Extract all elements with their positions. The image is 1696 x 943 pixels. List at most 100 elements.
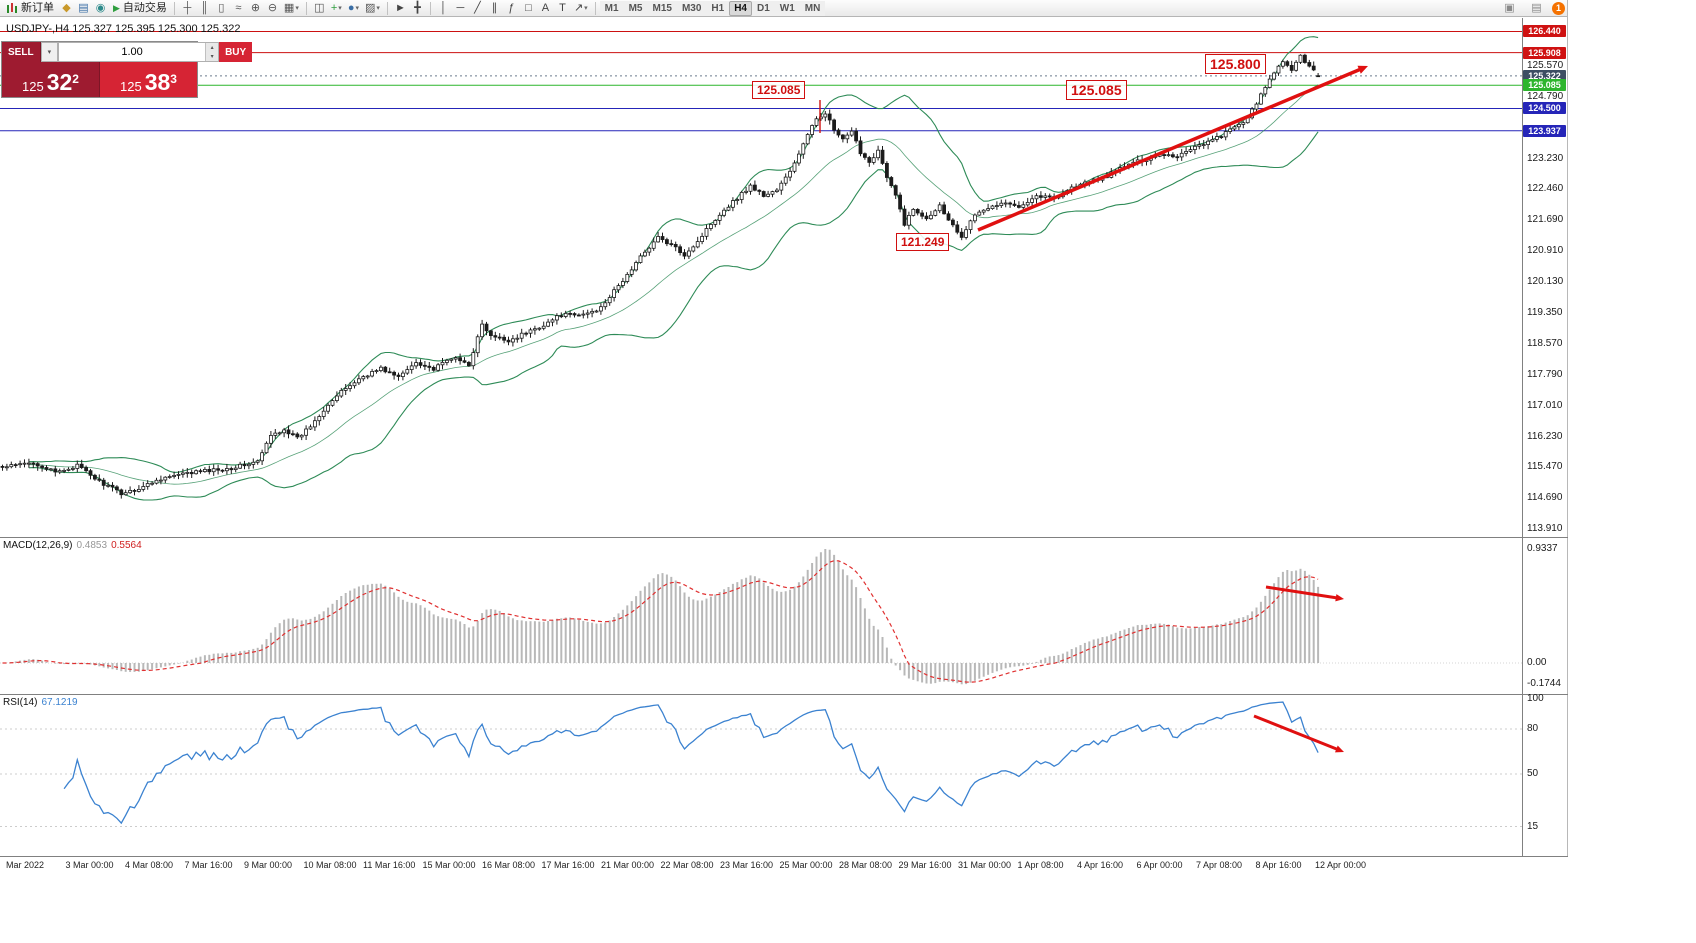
price-annotation[interactable]: 125.800 (1205, 54, 1266, 74)
volume-field-wrap: ▴ ▾ (58, 42, 220, 62)
price-axis-label: 113.910 (1527, 522, 1563, 534)
market-depth-icon[interactable]: ▤ (75, 1, 92, 16)
rsi-indicator-pane[interactable] (0, 694, 1522, 856)
chevron-down-icon: ▾ (338, 4, 342, 12)
chevron-down-icon: ▾ (295, 4, 299, 12)
timeframe-d1-button[interactable]: D1 (751, 0, 775, 16)
volume-stepper[interactable]: ▴ ▾ (205, 43, 219, 61)
timeframe-h1-button[interactable]: H1 (706, 0, 730, 16)
cursor-button[interactable]: ► (392, 1, 409, 16)
arrow-tools-button[interactable]: ↗ ▾ (571, 1, 591, 16)
time-axis-label: 23 Mar 16:00 (720, 860, 774, 870)
crosshair-glyph: ╋ (414, 1, 421, 14)
new-order-button[interactable]: 新订单 (3, 1, 57, 16)
time-axis-label: 29 Mar 16:00 (898, 860, 952, 870)
fibonacci-button[interactable]: ƒ (503, 1, 520, 16)
timeframe-h4-button[interactable]: H4 (729, 0, 752, 16)
step-down-icon[interactable]: ▾ (210, 53, 214, 60)
time-axis-label: 6 Apr 00:00 (1136, 860, 1183, 870)
horizontal-line-button[interactable]: ─ (452, 1, 469, 16)
chat-icon[interactable]: ▤ (1531, 1, 1542, 14)
timeframe-m1-button[interactable]: M1 (599, 0, 624, 16)
timeframe-w1-button[interactable]: W1 (774, 0, 800, 16)
autotrading-button[interactable]: ▶ 自动交易 (110, 1, 170, 16)
sell-price[interactable]: 125 32 2 (2, 62, 100, 97)
candles-chart-button[interactable]: ▯ (213, 1, 230, 16)
step-up-icon[interactable]: ▴ (210, 44, 214, 51)
periods-glyph: ● (347, 1, 355, 14)
text-label-button[interactable]: T (554, 1, 571, 16)
pane-separator[interactable] (0, 537, 1568, 538)
volume-input[interactable] (59, 43, 206, 61)
vertical-line-button[interactable]: │ (435, 1, 452, 16)
macd-axis-label: 0.00 (1527, 657, 1547, 668)
crosshair-data-button[interactable]: ┼ (179, 1, 196, 16)
indicators-button[interactable]: + ▾ (328, 1, 345, 16)
price-chart-pane[interactable] (0, 18, 1522, 537)
line-chart-button[interactable]: ≈ (230, 1, 247, 16)
price-axis-label: 117.790 (1527, 368, 1563, 380)
buy-price[interactable]: 125 38 3 (100, 62, 197, 97)
timeframe-m30-button[interactable]: M30 (676, 0, 707, 16)
timeframe-m5-button[interactable]: M5 (623, 0, 648, 16)
trendline-button[interactable]: ╱ (469, 1, 486, 16)
time-axis[interactable]: Mar 2022 3 Mar 00:00 4 Mar 08:00 7 Mar 16:0… (0, 856, 1568, 876)
alerts-icon[interactable]: ◉ (92, 1, 109, 16)
periods-button[interactable]: ● ▾ (345, 1, 362, 16)
zoom-out-button[interactable]: ⊖ (264, 1, 281, 16)
time-axis-label: 7 Mar 16:00 (184, 860, 233, 870)
bars-chart-button[interactable]: ║ (196, 1, 213, 16)
cursor-tools-group: ► ╋ (392, 1, 426, 16)
macd-name: MACD(12,26,9) (3, 540, 73, 551)
pane-separator[interactable] (0, 694, 1568, 695)
price-axis-label: 120.910 (1527, 244, 1564, 256)
price-annotation[interactable]: 125.085 (1066, 80, 1127, 100)
price-axis-border (1522, 18, 1523, 856)
new-order-label: 新订单 (21, 1, 54, 14)
crosshair-button[interactable]: ╋ (409, 1, 426, 16)
shapes-glyph: □ (525, 1, 532, 14)
community-icon[interactable]: ▣ (1504, 1, 1515, 14)
buy-button[interactable]: BUY (219, 42, 253, 62)
price-axis-tag: 124.500 (1523, 102, 1566, 115)
price-axis-label: 114.690 (1527, 491, 1563, 503)
notification-badge[interactable]: 1 (1552, 1, 1565, 15)
time-axis-label: 28 Mar 08:00 (839, 860, 893, 870)
indicators-glyph: + (330, 1, 338, 14)
chevron-down-icon: ▾ (584, 4, 588, 12)
price-annotation[interactable]: 125.085 (752, 81, 806, 99)
shapes-button[interactable]: □ (520, 1, 537, 16)
channel-glyph: ∥ (491, 1, 498, 14)
main-toolbar: 新订单 ◆ ▤ ◉ ▶ 自动交易 ┼ ║ ▯ ≈ ⊕ ⊖ ▦ ▾ ◫ + ▾ ● ▾ ▨ ▾ ► ╋ │ ─ ╱ ∥ ƒ… (0, 0, 1568, 17)
zoom-out-glyph: ⊖ (267, 1, 278, 14)
channel-button[interactable]: ∥ (486, 1, 503, 16)
window-right-border (1567, 0, 1568, 876)
volume-dropdown[interactable]: ▾ (40, 42, 59, 62)
price-axis-label: 121.690 (1527, 213, 1564, 225)
tick-chart-icon[interactable]: ◆ (58, 1, 75, 16)
price-annotation[interactable]: 121.249 (896, 233, 950, 251)
rsi-indicator-label: RSI(14) 67.1219 (3, 697, 78, 708)
timeframe-mn-button[interactable]: MN (799, 0, 826, 16)
price-axis-label: 122.460 (1527, 183, 1564, 195)
time-axis-label: 15 Mar 00:00 (422, 860, 476, 870)
sell-button[interactable]: SELL (2, 42, 41, 62)
grid-button[interactable]: ▦ ▾ (281, 1, 302, 16)
templates-button[interactable]: ▨ ▾ (362, 1, 383, 16)
cursor-glyph: ► (394, 1, 406, 14)
price-axis-label: 124.790 (1527, 90, 1564, 102)
macd-indicator-pane[interactable] (0, 537, 1522, 694)
text-button[interactable]: A (537, 1, 554, 16)
macd-main-value: 0.4853 (76, 540, 108, 551)
grid-glyph: ▦ (283, 1, 295, 14)
macd-axis-label: 0.9337 (1527, 543, 1558, 554)
timeframe-m15-button[interactable]: M15 (647, 0, 677, 16)
candlestick-icon (6, 2, 18, 14)
zoom-in-glyph: ⊕ (250, 1, 261, 14)
chart-tools-group: ┼ ║ ▯ ≈ ⊕ ⊖ ▦ ▾ (179, 1, 302, 16)
zoom-in-button[interactable]: ⊕ (247, 1, 264, 16)
tile-windows-button[interactable]: ◫ (311, 1, 328, 16)
toolbar-right-group: ▣ ▤ 1 (1498, 0, 1565, 17)
alerts-icon-glyph: ◉ (95, 1, 106, 14)
